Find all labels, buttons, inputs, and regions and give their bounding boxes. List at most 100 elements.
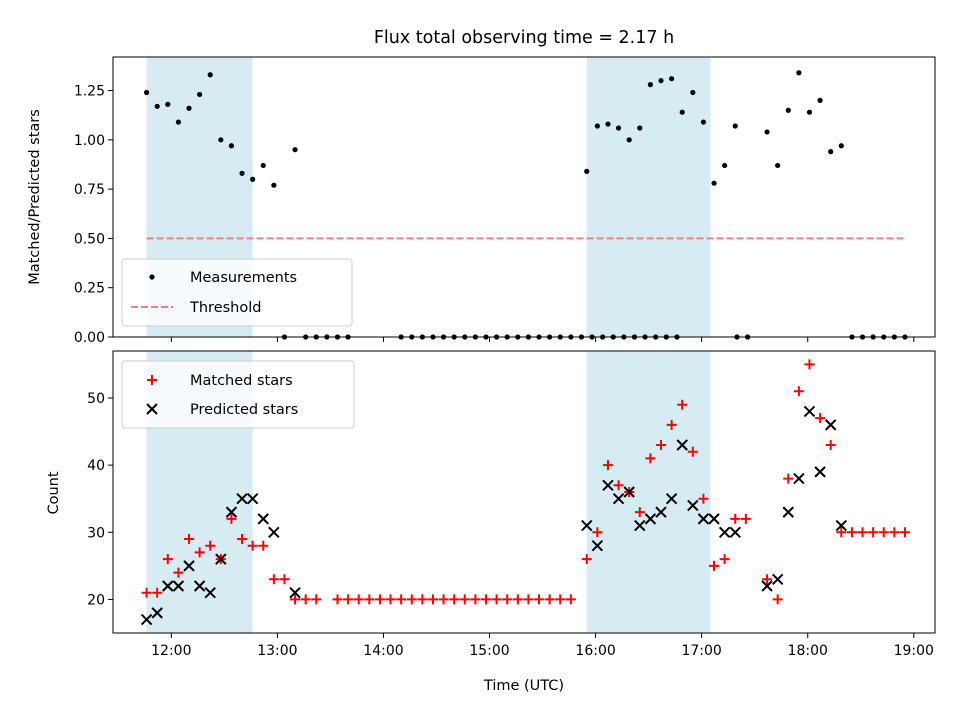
x-tick-label: 16:00 (575, 643, 615, 659)
bottom-legend: Matched stars Predicted stars (121, 360, 355, 429)
measurement-point (584, 168, 590, 174)
matched-star-point (268, 574, 279, 585)
matched-star-point (581, 554, 592, 565)
legend-predicted-marker (146, 403, 158, 415)
measurement-point (292, 147, 298, 153)
predicted-star-point (236, 493, 248, 505)
matched-star-point (656, 440, 666, 450)
measurement-point (143, 89, 150, 96)
predicted-star-point (162, 580, 174, 592)
measurement-point (250, 176, 256, 182)
legend-box (121, 258, 353, 327)
matched-star-point (459, 594, 470, 605)
measurement-point (679, 109, 685, 115)
measurement-point (260, 162, 266, 169)
x-tick-label: 18:00 (788, 643, 828, 659)
matched-star-point (491, 594, 502, 605)
measurement-point (658, 78, 664, 84)
matched-star-point (152, 587, 163, 598)
measurement-point (732, 123, 738, 129)
measurement-point (690, 89, 696, 96)
matched-star-point (783, 473, 794, 484)
matched-star-point (427, 594, 438, 605)
y-tick-label: 0.25 (74, 281, 105, 297)
matched-star-point (523, 594, 534, 605)
y-tick-label: 0.00 (74, 330, 105, 346)
predicted-star-point (215, 553, 227, 565)
measurement-point (154, 103, 160, 109)
matched-star-point (247, 540, 258, 551)
matched-star-point (825, 440, 836, 450)
measurement-point (817, 97, 823, 103)
matched-star-point (194, 547, 205, 558)
predicted-star-point (623, 486, 635, 498)
matched-star-point (645, 453, 656, 464)
matched-star-point (449, 594, 460, 605)
matched-star-point (502, 594, 513, 605)
chart-title: Flux total observing time = 2.17 h (374, 28, 674, 48)
matched-star-point (868, 527, 879, 538)
matched-star-point (332, 594, 343, 605)
measurement-point (271, 182, 277, 188)
y-tick-label: 1.00 (74, 133, 105, 149)
predicted-star-point (687, 499, 699, 512)
matched-star-point (613, 480, 624, 491)
matched-star-point (687, 446, 698, 457)
matched-star-point (237, 534, 248, 544)
matched-star-point (470, 594, 481, 605)
matched-star-point (300, 594, 311, 605)
y-tick-label: 20 (87, 592, 105, 608)
top-legend: Measurements Threshold (121, 258, 353, 327)
predicted-star-point (835, 519, 848, 532)
matched-star-point (889, 527, 900, 538)
matched-star-point (565, 594, 576, 605)
matched-star-point (162, 554, 173, 565)
matched-star-point (899, 527, 910, 538)
legend-matched-label: Matched stars (190, 373, 293, 389)
predicted-star-point (172, 580, 185, 592)
predicted-star-point (729, 526, 741, 538)
measurement-point (218, 137, 224, 143)
matched-star-point (846, 527, 857, 538)
matched-star-point (226, 513, 237, 524)
measurement-point (764, 129, 770, 135)
y-tick-label: 1.25 (74, 84, 105, 100)
predicted-star-point (140, 613, 153, 626)
matched-star-point (480, 594, 491, 605)
x-tick-label: 19:00 (894, 643, 934, 659)
measurement-point (615, 125, 622, 131)
x-axis-label: Time (UTC) (483, 678, 564, 694)
top-plot: 0.00 0.25 0.50 0.75 1.00 1.25 Measurements Thre… (74, 56, 936, 346)
predicted-star-point (591, 540, 604, 552)
measurement-point (828, 149, 834, 155)
measurement-point (165, 101, 171, 107)
predicted-star-point (718, 526, 731, 538)
matched-star-point (311, 594, 322, 605)
measurement-point (207, 72, 213, 78)
matched-star-point (406, 594, 417, 605)
matched-star-point (709, 560, 720, 571)
matched-star-point (396, 594, 407, 605)
predicted-star-point (761, 580, 773, 592)
measurement-point (838, 143, 844, 149)
matched-star-point (353, 594, 364, 605)
y-tick-label: 0.75 (74, 182, 105, 198)
matched-star-point (602, 460, 613, 471)
legend-measurements-marker (149, 274, 155, 280)
predicted-star-point (793, 472, 805, 485)
matched-star-point (438, 594, 449, 605)
matched-star-point (364, 594, 375, 605)
measurement-point (669, 76, 675, 82)
x-tick-label: 12:00 (151, 643, 191, 659)
predicted-star-point (204, 587, 216, 599)
matched-star-point (385, 594, 396, 605)
y-tick-label: 0.50 (74, 231, 105, 247)
predicted-star-point (634, 519, 646, 532)
predicted-star-point (814, 466, 826, 478)
bottom-ylabel: Count (46, 471, 62, 514)
measurement-point (711, 180, 717, 186)
measurement-point (700, 119, 707, 125)
matched-star-point (634, 507, 645, 518)
matched-star-point (184, 534, 195, 544)
predicted-star-point (771, 573, 784, 585)
